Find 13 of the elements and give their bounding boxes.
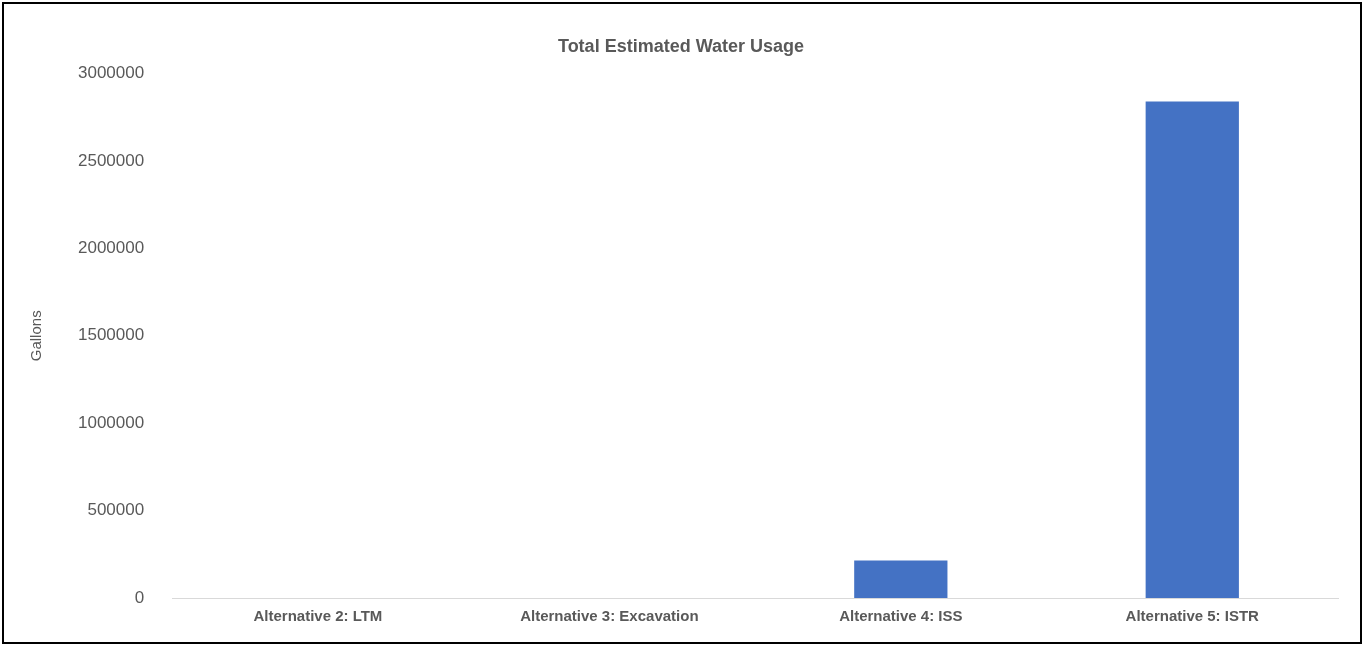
y-tick-label: 3000000 xyxy=(77,63,145,83)
y-axis-title: Gallons xyxy=(27,310,45,362)
y-tick-label: 2000000 xyxy=(77,238,145,258)
y-tick-label: 500000 xyxy=(87,500,145,520)
x-tick-label: Alternative 2: LTM xyxy=(253,607,383,625)
y-tick-label: 1000000 xyxy=(77,412,145,432)
x-tick-label: Alternative 5: ISTR xyxy=(1125,607,1260,625)
chart-title: Total Estimated Water Usage xyxy=(557,35,805,56)
x-tick-label: Alternative 3: Excavation xyxy=(520,607,699,625)
y-tick-label: 0 xyxy=(134,587,145,607)
y-tick-label: 2500000 xyxy=(77,150,145,170)
y-tick-label: 1500000 xyxy=(77,325,145,345)
x-tick-label: Alternative 4: ISS xyxy=(839,607,963,625)
